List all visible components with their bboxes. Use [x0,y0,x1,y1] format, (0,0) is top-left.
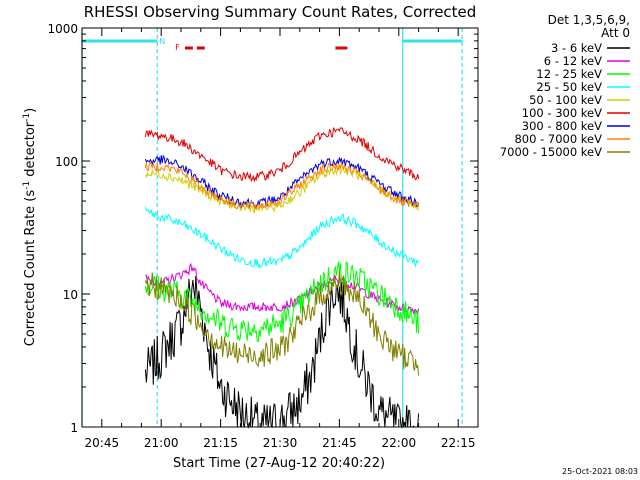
legend-header-line-1: Det 1,3,5,6,9, [548,13,630,27]
y-tick-label-1: 10 [63,288,78,302]
series-layer [144,126,420,429]
series-line-100-300-keV [144,126,420,183]
y-tick-label-3: 1000 [47,22,78,36]
series-line-7000-15000-keV [144,270,420,376]
y-axis-label-mid: detector [23,121,38,181]
y-axis-label: Corrected Count Rate (s-1 detector-1) [22,108,38,346]
legend-label-0: 3 - 6 keV [551,41,602,55]
y-tick-label-2: 100 [55,155,78,169]
series-line-300-800-keV [144,154,420,209]
series-line-800-7000-keV [144,161,420,211]
axes: 1 10 100 1000 20:45 21:00 21:15 21:30 21:45 22:00… [47,22,479,450]
legend-label-4: 50 - 100 keV [529,93,602,107]
x-axis-label: Start Time (27-Aug-12 20:40:22) [173,456,385,471]
x-tick-label-1: 21:00 [144,436,179,450]
chart-title: RHESSI Observing Summary Count Rates, Co… [84,3,477,21]
x-tick-label-2: 21:15 [203,436,238,450]
legend-label-3: 25 - 50 keV [536,80,602,94]
x-tick-label-3: 21:30 [263,436,298,450]
x-tick-label-0: 20:45 [85,436,120,450]
series-line-25-50-keV [144,206,419,269]
x-tick-label-4: 21:45 [322,436,357,450]
series-line-12-25-keV [144,260,420,343]
legend-label-8: 7000 - 15000 keV [500,145,602,159]
footer-date: 25-Oct-2021 08:03 [562,467,638,476]
y-axis-label-main: Corrected Count Rate (s [23,190,38,347]
x-tick-label-6: 22:15 [441,436,476,450]
legend-label-1: 6 - 12 keV [544,54,602,68]
y-axis-label-end: ) [23,108,38,113]
y-axis-label-sup1: -1 [22,181,32,190]
legend-header-line-2: Att 0 [601,26,630,40]
legend-label-2: 12 - 25 keV [536,67,602,81]
flag-label-0: N [159,37,165,46]
legend-label-7: 800 - 7000 keV [514,132,602,146]
y-tick-label-0: 1 [70,421,78,435]
x-tick-label-5: 22:00 [382,436,417,450]
flag-label-1: F [175,43,180,52]
y-axis-label-sup2: -1 [22,113,32,122]
series-line-6-12-keV [145,262,420,316]
legend-label-5: 100 - 300 keV [522,106,602,120]
legend-label-6: 300 - 800 keV [522,119,602,133]
